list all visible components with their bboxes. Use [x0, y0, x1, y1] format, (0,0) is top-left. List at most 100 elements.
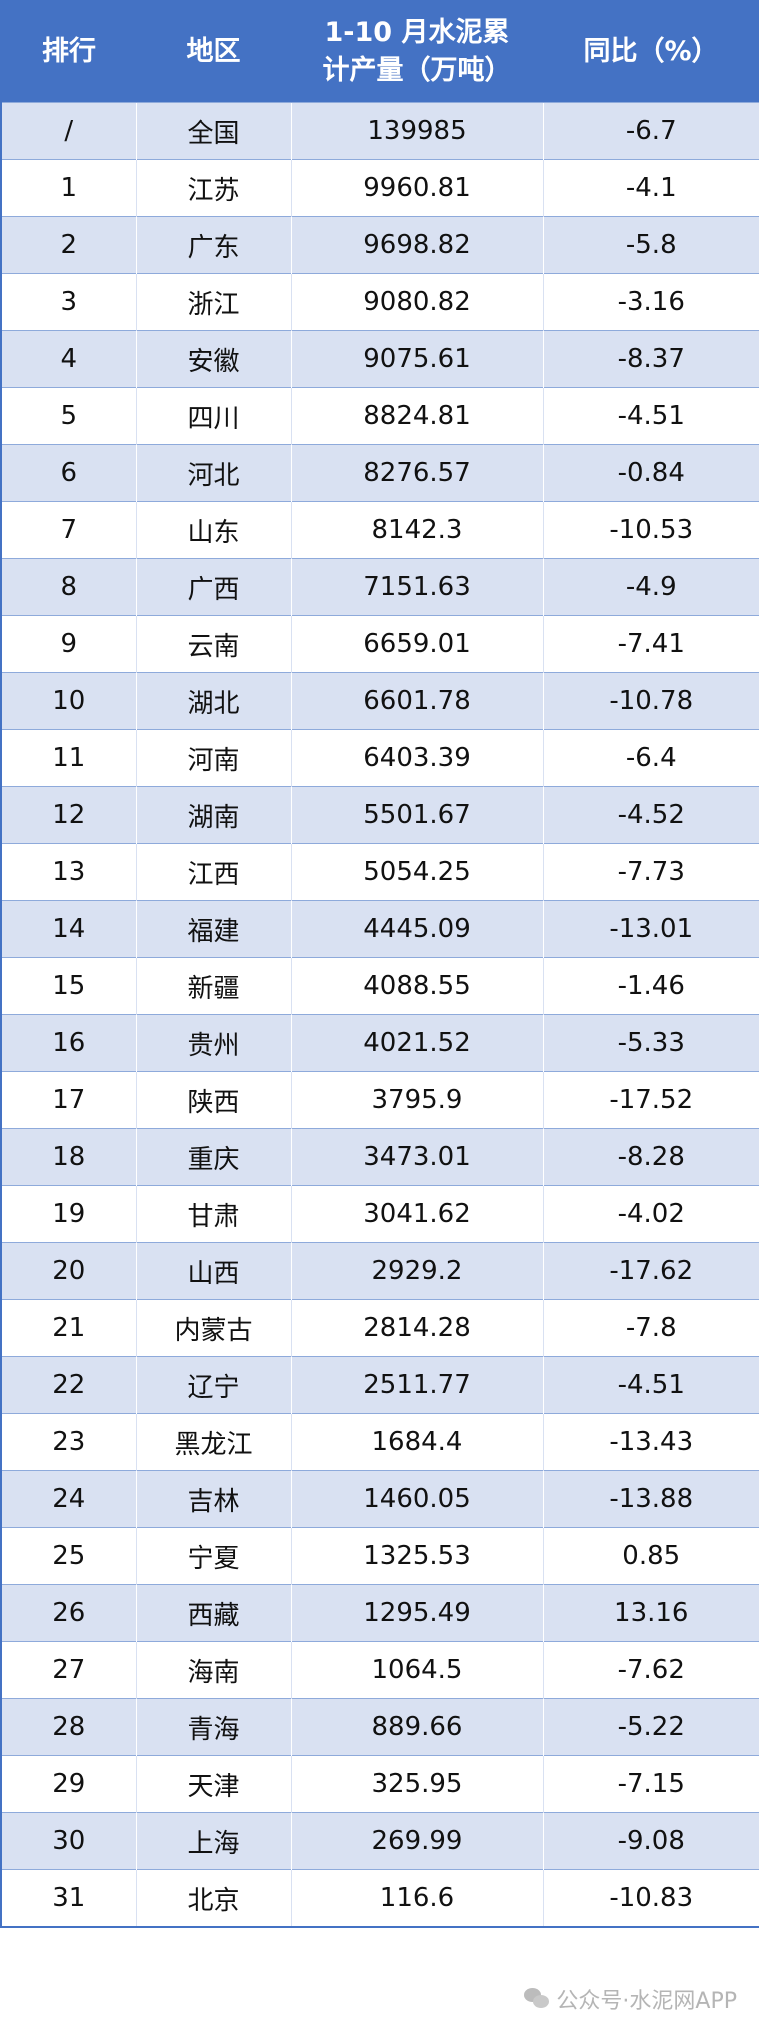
- cell-region: 甘肃: [135, 1185, 291, 1243]
- table-row: 22 辽宁 2511.77 -4.51: [1, 1356, 759, 1414]
- cell-region: 贵州: [135, 1014, 291, 1072]
- cell-rank: 22: [1, 1356, 136, 1414]
- table-row: 16 贵州 4021.52 -5.33: [1, 1014, 759, 1072]
- cell-rank: 28: [1, 1698, 136, 1756]
- cell-yoy: -9.08: [542, 1812, 759, 1870]
- cell-rank: 15: [1, 957, 136, 1015]
- cell-rank: 16: [1, 1014, 136, 1072]
- cell-yoy: -17.62: [542, 1242, 759, 1300]
- cell-output: 4088.55: [290, 957, 543, 1015]
- cell-rank: 14: [1, 900, 136, 958]
- wechat-icon: [524, 1988, 550, 2010]
- cell-output: 269.99: [290, 1812, 543, 1870]
- cell-yoy: -4.1: [542, 159, 759, 217]
- cell-rank: 2: [1, 216, 136, 274]
- cell-rank: 4: [1, 330, 136, 388]
- cell-rank: 12: [1, 786, 136, 844]
- cell-rank: 19: [1, 1185, 136, 1243]
- cell-region: 宁夏: [135, 1527, 291, 1585]
- cell-rank: 26: [1, 1584, 136, 1642]
- cell-rank: 9: [1, 615, 136, 673]
- table-row: 1 江苏 9960.81 -4.1: [1, 159, 759, 217]
- cell-rank: 11: [1, 729, 136, 787]
- table-row: 17 陕西 3795.9 -17.52: [1, 1071, 759, 1129]
- cell-output: 4445.09: [290, 900, 543, 958]
- table-row: 5 四川 8824.81 -4.51: [1, 387, 759, 445]
- cell-region: 辽宁: [135, 1356, 291, 1414]
- cell-output: 1295.49: [290, 1584, 543, 1642]
- cell-yoy: -4.52: [542, 786, 759, 844]
- table-row: 29 天津 325.95 -7.15: [1, 1755, 759, 1813]
- cell-rank: 8: [1, 558, 136, 616]
- table-row: 18 重庆 3473.01 -8.28: [1, 1128, 759, 1186]
- cell-yoy: -10.53: [542, 501, 759, 559]
- table-row: 6 河北 8276.57 -0.84: [1, 444, 759, 502]
- cell-output: 2814.28: [290, 1299, 543, 1357]
- cell-rank: 29: [1, 1755, 136, 1813]
- cell-region: 全国: [135, 102, 291, 160]
- table-row: 24 吉林 1460.05 -13.88: [1, 1470, 759, 1528]
- cell-yoy: -13.43: [542, 1413, 759, 1471]
- cell-output: 5054.25: [290, 843, 543, 901]
- table-row: 31 北京 116.6 -10.83: [1, 1869, 759, 1927]
- cell-region: 广西: [135, 558, 291, 616]
- cement-production-table: 排行 地区 1-10 月水泥累计产量（万吨） 同比（%） / 全国 139985 -6…: [0, 0, 759, 1928]
- cell-output: 7151.63: [290, 558, 543, 616]
- cell-yoy: -13.01: [542, 900, 759, 958]
- cell-region: 天津: [135, 1755, 291, 1813]
- cell-rank: 1: [1, 159, 136, 217]
- cell-region: 山东: [135, 501, 291, 559]
- cell-region: 西藏: [135, 1584, 291, 1642]
- cell-region: 重庆: [135, 1128, 291, 1186]
- header-row: 排行 地区 1-10 月水泥累计产量（万吨） 同比（%）: [1, 1, 759, 103]
- cell-output: 1460.05: [290, 1470, 543, 1528]
- cell-region: 内蒙古: [135, 1299, 291, 1357]
- table-row: 25 宁夏 1325.53 0.85: [1, 1527, 759, 1585]
- cell-yoy: -3.16: [542, 273, 759, 331]
- cell-yoy: -4.51: [542, 387, 759, 445]
- cell-output: 6403.39: [290, 729, 543, 787]
- table-row: 10 湖北 6601.78 -10.78: [1, 672, 759, 730]
- cell-region: 江西: [135, 843, 291, 901]
- cell-yoy: -8.28: [542, 1128, 759, 1186]
- cell-region: 海南: [135, 1641, 291, 1699]
- cell-region: 安徽: [135, 330, 291, 388]
- cell-yoy: -8.37: [542, 330, 759, 388]
- cell-region: 山西: [135, 1242, 291, 1300]
- cell-output: 325.95: [290, 1755, 543, 1813]
- cell-rank: 24: [1, 1470, 136, 1528]
- table-row: 15 新疆 4088.55 -1.46: [1, 957, 759, 1015]
- watermark: 公众号·水泥网APP: [524, 1983, 737, 2015]
- cell-yoy: 0.85: [542, 1527, 759, 1585]
- cell-region: 福建: [135, 900, 291, 958]
- cell-output: 6601.78: [290, 672, 543, 730]
- table-row: 21 内蒙古 2814.28 -7.8: [1, 1299, 759, 1357]
- cell-yoy: 13.16: [542, 1584, 759, 1642]
- cell-region: 黑龙江: [135, 1413, 291, 1471]
- cell-output: 2511.77: [290, 1356, 543, 1414]
- cell-yoy: -6.4: [542, 729, 759, 787]
- cell-output: 3041.62: [290, 1185, 543, 1243]
- table-row: 26 西藏 1295.49 13.16: [1, 1584, 759, 1642]
- cell-yoy: -0.84: [542, 444, 759, 502]
- cell-output: 139985: [290, 102, 543, 160]
- table-row: 8 广西 7151.63 -4.9: [1, 558, 759, 616]
- cell-rank: 31: [1, 1869, 136, 1927]
- cell-yoy: -13.88: [542, 1470, 759, 1528]
- cell-yoy: -6.7: [542, 102, 759, 160]
- table-row: 2 广东 9698.82 -5.8: [1, 216, 759, 274]
- cell-yoy: -7.73: [542, 843, 759, 901]
- cell-region: 江苏: [135, 159, 291, 217]
- cell-rank: 5: [1, 387, 136, 445]
- cell-yoy: -4.9: [542, 558, 759, 616]
- cell-output: 1064.5: [290, 1641, 543, 1699]
- cell-output: 4021.52: [290, 1014, 543, 1072]
- cell-rank: /: [1, 102, 136, 160]
- cell-region: 河南: [135, 729, 291, 787]
- cell-rank: 23: [1, 1413, 136, 1471]
- cell-yoy: -7.41: [542, 615, 759, 673]
- cell-output: 116.6: [290, 1869, 543, 1927]
- cell-region: 湖北: [135, 672, 291, 730]
- cell-output: 3473.01: [290, 1128, 543, 1186]
- cell-rank: 20: [1, 1242, 136, 1300]
